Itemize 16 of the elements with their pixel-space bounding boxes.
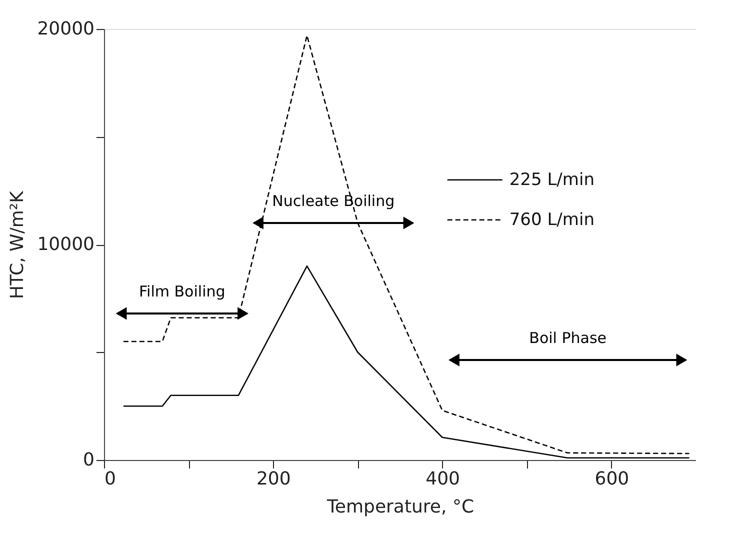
x-axis-title: Temperature, °C	[326, 496, 474, 518]
y-tick-label: 20000	[37, 18, 94, 40]
x-tick-label: 0	[104, 468, 116, 490]
legend-label: 760 L/min	[509, 210, 594, 230]
annotation: Nucleate Boiling	[272, 192, 395, 210]
legend-label: 225 L/min	[509, 170, 594, 190]
line-series	[122, 34, 690, 454]
x-tick-label: 400	[426, 468, 460, 490]
annotation: Boil Phase	[529, 329, 607, 348]
line-series	[122, 265, 690, 458]
annotation: Film Boiling	[139, 282, 226, 300]
x-tick-label: 600	[594, 468, 630, 490]
y-axis-title: HTC, W/m²K	[7, 190, 28, 299]
x-tick-label: 200	[256, 468, 291, 490]
y-tick-label: 0	[83, 450, 94, 470]
y-tick-label: 10000	[37, 234, 94, 255]
